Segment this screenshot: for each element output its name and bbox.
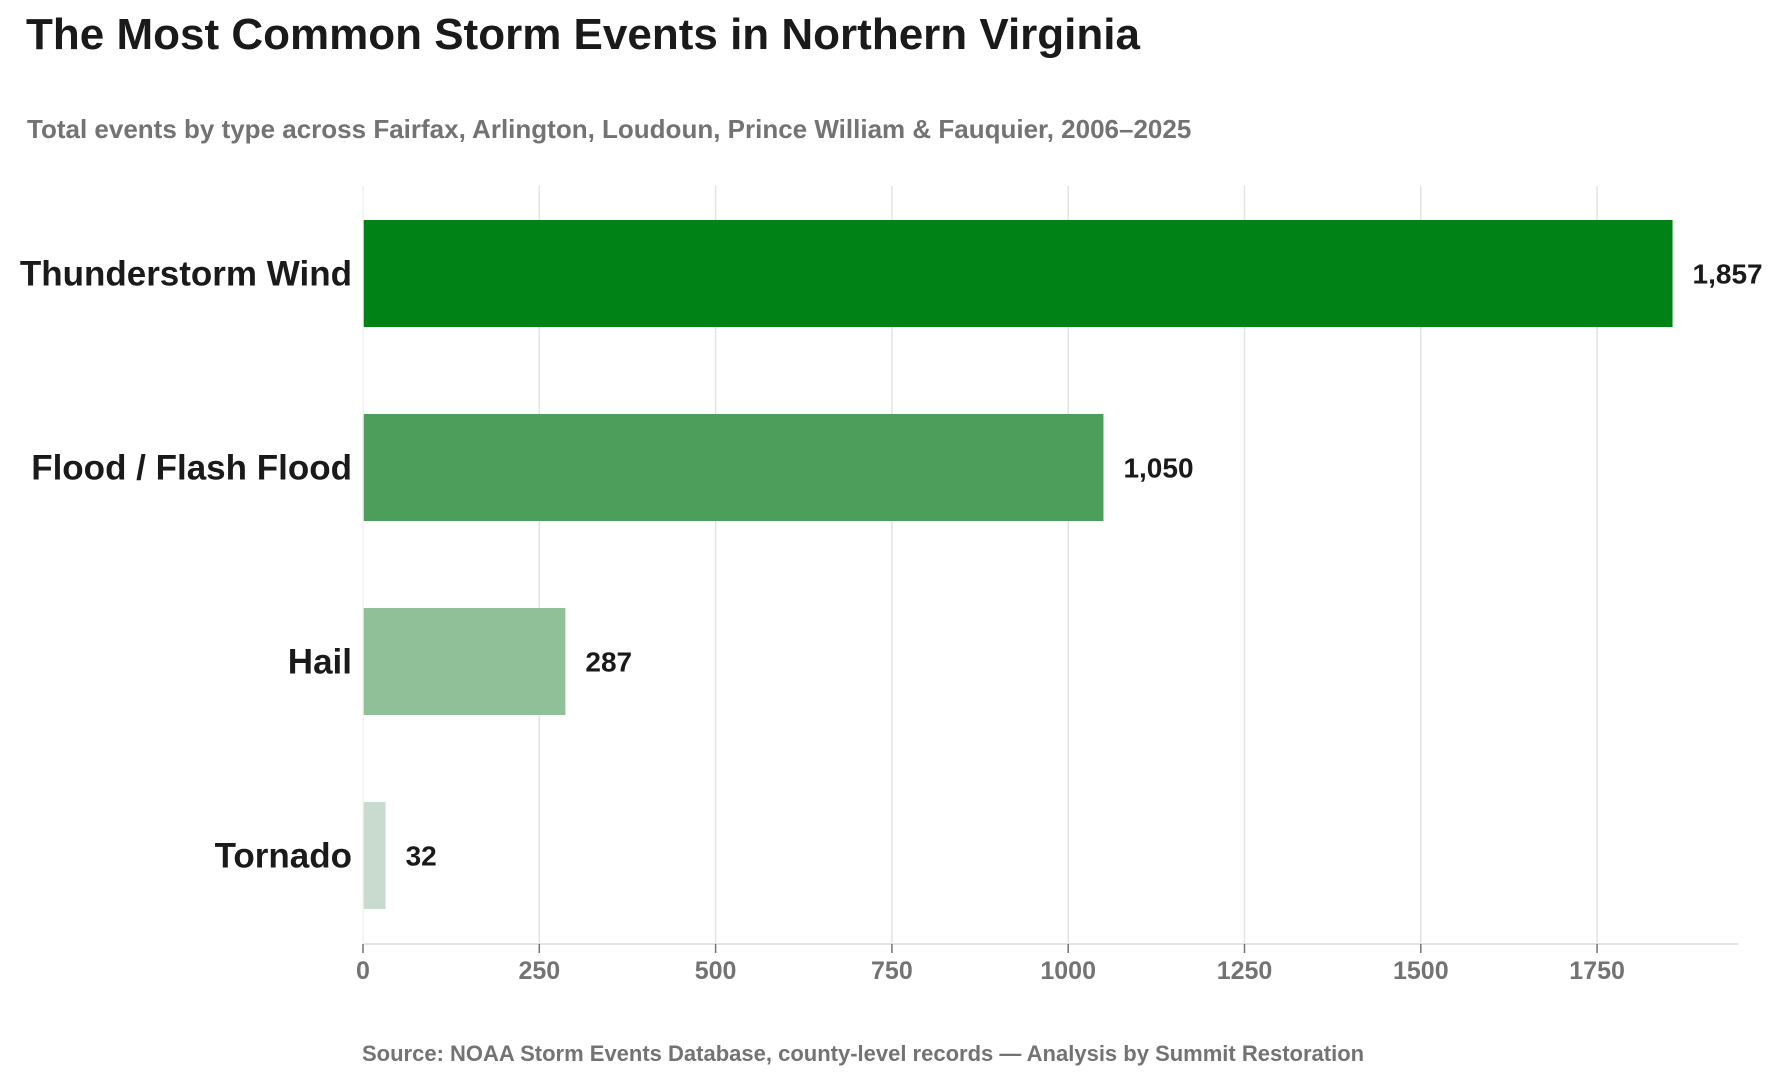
category-label: Flood / Flash Flood (31, 449, 352, 488)
x-tick-label: 500 (695, 957, 737, 985)
chart-title: The Most Common Storm Events in Northern… (26, 10, 1140, 59)
value-label: 1,050 (1123, 453, 1193, 484)
bar-flood-flash-flood (363, 414, 1104, 521)
value-label: 32 (406, 841, 437, 872)
x-tick-label: 1000 (1040, 957, 1096, 985)
x-tick-label: 0 (356, 957, 370, 985)
bars (363, 220, 1673, 909)
value-label: 1,857 (1693, 259, 1763, 290)
chart-subtitle: Total events by type across Fairfax, Arl… (27, 114, 1192, 144)
bar-thunderstorm-wind (363, 220, 1673, 327)
category-label: Hail (288, 643, 352, 682)
x-tick-label: 1500 (1393, 957, 1449, 985)
bar-hail (363, 608, 566, 715)
x-tick-label: 1250 (1217, 957, 1273, 985)
x-tick-label: 750 (871, 957, 913, 985)
source-note: Source: NOAA Storm Events Database, coun… (362, 1041, 1365, 1066)
value-label: 287 (585, 647, 632, 678)
x-tick-label: 1750 (1569, 957, 1625, 985)
labels: Thunderstorm Wind 1,857 Flood / Flash Floo… (20, 255, 1763, 876)
category-label: Tornado (215, 837, 352, 876)
category-label: Thunderstorm Wind (20, 255, 352, 294)
x-tick-label: 250 (518, 957, 560, 985)
x-axis: 0 250 500 750 1000 1250 1500 1750 (356, 186, 1738, 985)
bar-tornado (363, 802, 386, 909)
